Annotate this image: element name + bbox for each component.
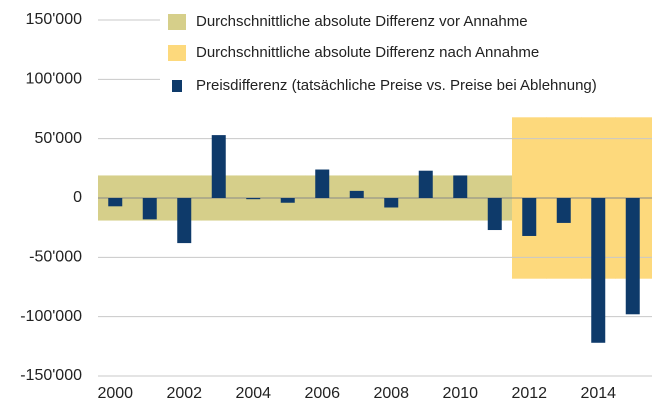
legend-swatch: [168, 45, 186, 61]
bar: [280, 198, 295, 203]
bar: [453, 175, 468, 198]
y-tick-label: 150'000: [26, 11, 83, 28]
x-tick-label: 2000: [97, 385, 133, 402]
bar: [108, 198, 123, 207]
x-tick-label: 2010: [442, 385, 478, 402]
x-tick-label: 2002: [166, 385, 202, 402]
legend-label: Durchschnittliche absolute Differenz vor…: [196, 13, 528, 30]
x-tick-label: 2008: [373, 385, 409, 402]
bar: [625, 198, 640, 315]
y-tick-label: 50'000: [34, 130, 82, 147]
y-tick-label: 100'000: [26, 71, 83, 88]
bar: [487, 198, 502, 231]
legend-swatch: [172, 80, 182, 92]
bar: [211, 135, 226, 198]
x-tick-label: 2004: [235, 385, 271, 402]
y-tick-label: 0: [73, 189, 82, 206]
y-tick-label: -100'000: [20, 308, 82, 325]
bar: [177, 198, 192, 244]
bar: [591, 198, 606, 343]
bar: [142, 198, 157, 220]
legend-label: Durchschnittliche absolute Differenz nac…: [196, 44, 539, 61]
bar: [349, 190, 364, 198]
bar: [384, 198, 399, 208]
legend-background: [160, 4, 652, 106]
x-tick-label: 2014: [580, 385, 616, 402]
legend-swatch: [168, 14, 186, 30]
bar: [522, 198, 537, 236]
bar: [315, 169, 330, 198]
bar: [246, 198, 261, 200]
x-tick-label: 2012: [511, 385, 547, 402]
bar: [556, 198, 571, 223]
legend-label: Preisdifferenz (tatsächliche Preise vs. …: [196, 77, 597, 94]
y-tick-label: -150'000: [20, 367, 82, 384]
y-tick-label: -50'000: [29, 249, 82, 266]
x-tick-label: 2006: [304, 385, 340, 402]
bar: [418, 170, 433, 198]
